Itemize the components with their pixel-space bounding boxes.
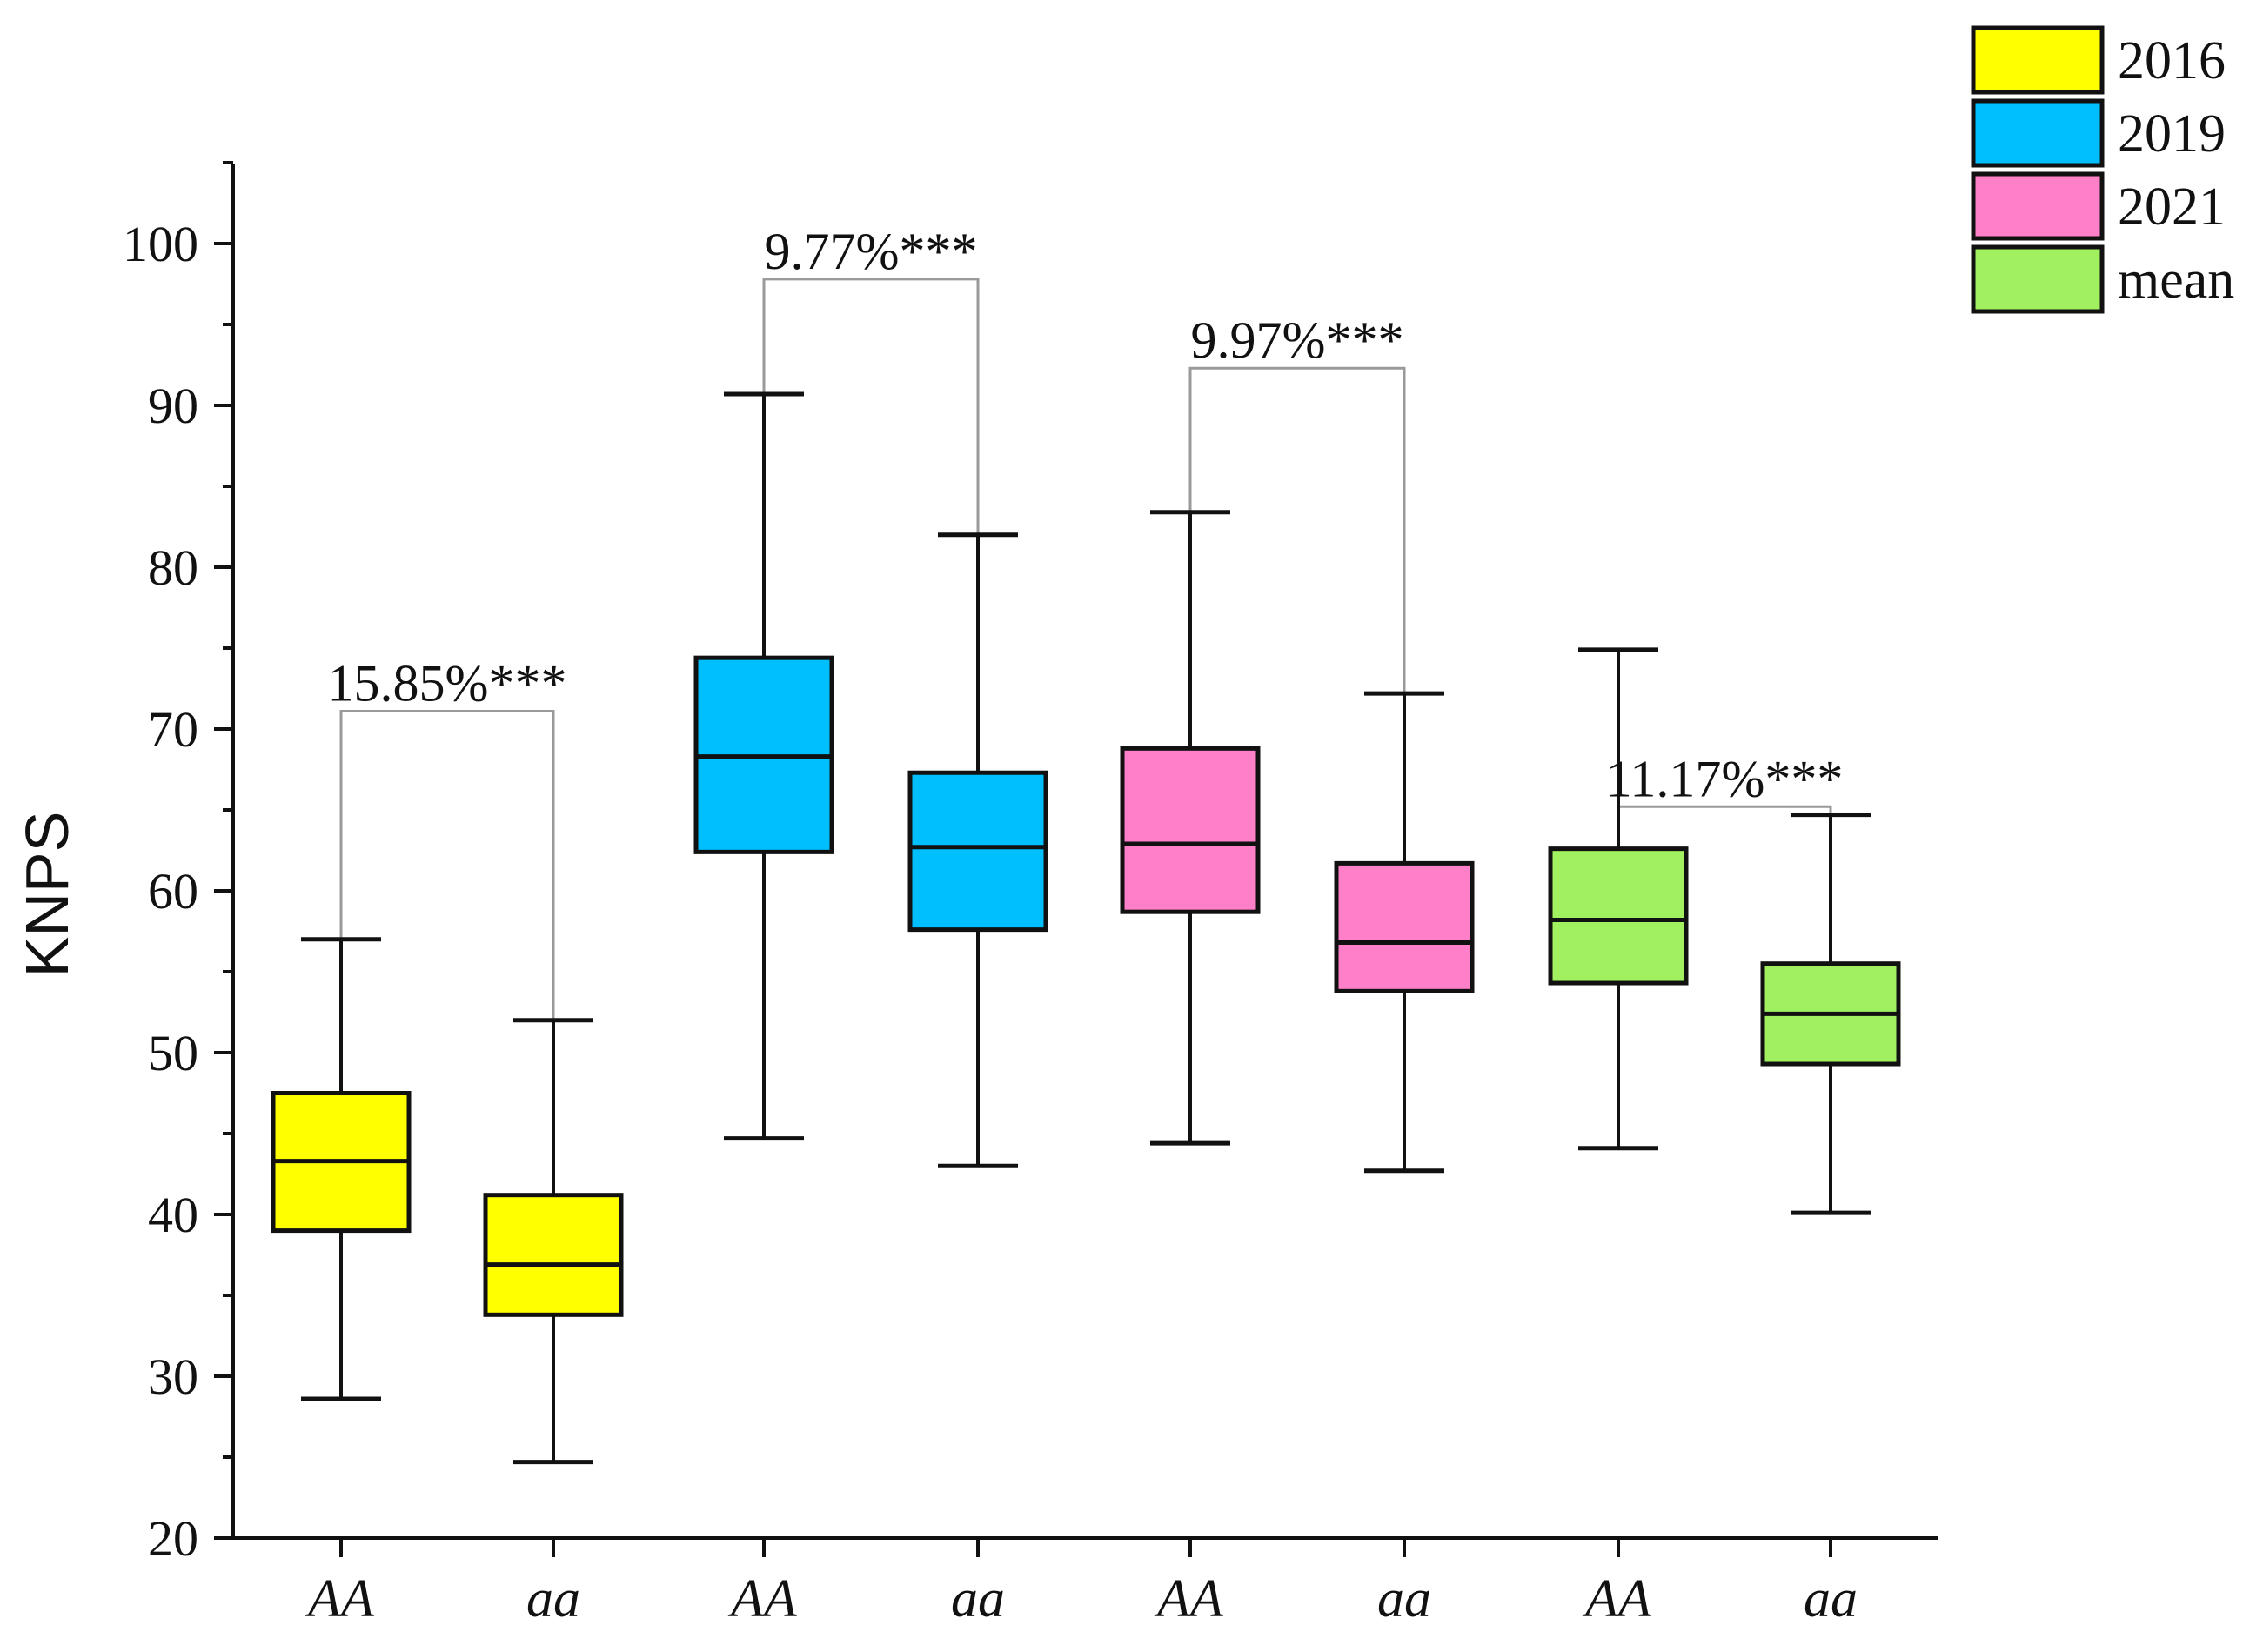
x-category-label: aa — [1377, 1569, 1431, 1629]
legend-label: 2021 — [2118, 177, 2226, 237]
box-2016-AA — [271, 937, 412, 1401]
legend-entry-2019: 2019 — [1971, 98, 2226, 168]
legend-label: 2016 — [2118, 31, 2226, 90]
legend-label: 2019 — [2118, 104, 2226, 164]
y-tick-label: 30 — [148, 1348, 198, 1405]
y-axis-label: KNPS — [13, 812, 81, 978]
significance-bracket: 9.77%*** — [762, 223, 980, 533]
legend: 2016 2019 2021 mean — [1971, 25, 2234, 314]
bracket-line — [339, 710, 555, 1019]
y-tick-label: 100 — [123, 216, 198, 272]
legend-entry-mean: mean — [1971, 244, 2234, 314]
y-tick-label: 40 — [148, 1187, 198, 1243]
significance-label: 9.77%*** — [765, 223, 978, 280]
legend-entry-2016: 2016 — [1971, 25, 2226, 95]
y-tick-label: 20 — [148, 1510, 198, 1567]
legend-entry-2021: 2021 — [1971, 171, 2226, 241]
bracket-line — [1188, 366, 1406, 692]
box-2021-aa — [1334, 691, 1475, 1174]
x-category-label: aa — [951, 1569, 1005, 1629]
y-tick-label: 50 — [148, 1025, 198, 1081]
significance-bracket: 11.17%*** — [1606, 647, 1844, 813]
legend-swatch — [1971, 171, 2105, 241]
y-tick-label: 60 — [148, 863, 198, 920]
significance-label: 15.85%*** — [328, 655, 567, 712]
box-mean-aa — [1760, 813, 1901, 1215]
significance-label: 11.17%*** — [1606, 750, 1844, 807]
boxes — [271, 391, 1901, 1465]
iqr-box — [907, 770, 1048, 933]
iqr-box — [483, 1193, 624, 1317]
legend-swatch — [1971, 25, 2105, 95]
legend-label: mean — [2118, 251, 2234, 310]
significance-annotations: 15.85%*** 9.77%*** 9.97%*** 11.17%*** — [328, 223, 1844, 1019]
x-category-label: aa — [526, 1569, 580, 1629]
x-category-label: aa — [1804, 1569, 1858, 1629]
x-category-label: AA — [727, 1569, 798, 1629]
significance-bracket: 15.85%*** — [328, 655, 567, 1019]
iqr-box — [1120, 746, 1261, 914]
iqr-box — [1548, 846, 1689, 986]
box-2019-aa — [907, 532, 1048, 1168]
x-category-label: AA — [1154, 1569, 1224, 1629]
y-tick-label: 70 — [148, 701, 198, 758]
x-category-label: AA — [305, 1569, 375, 1629]
axes: 20 30 40 50 60 70 80 90 100 KNPS AA aa AA aa AA aa AA aa — [13, 161, 1938, 1629]
box-2019-AA — [693, 391, 834, 1141]
y-tick-label: 80 — [148, 539, 198, 596]
iqr-box — [1334, 860, 1475, 993]
box-mean-AA — [1548, 647, 1689, 1151]
box-2016-aa — [483, 1018, 624, 1465]
legend-swatch — [1971, 98, 2105, 168]
significance-bracket: 9.97%*** — [1188, 311, 1406, 692]
y-tick-label: 90 — [148, 378, 198, 434]
x-category-label: AA — [1582, 1569, 1652, 1629]
box-2021-AA — [1120, 510, 1261, 1146]
significance-label: 9.97%*** — [1191, 311, 1404, 369]
legend-swatch — [1971, 244, 2105, 314]
bracket-line — [762, 278, 980, 533]
